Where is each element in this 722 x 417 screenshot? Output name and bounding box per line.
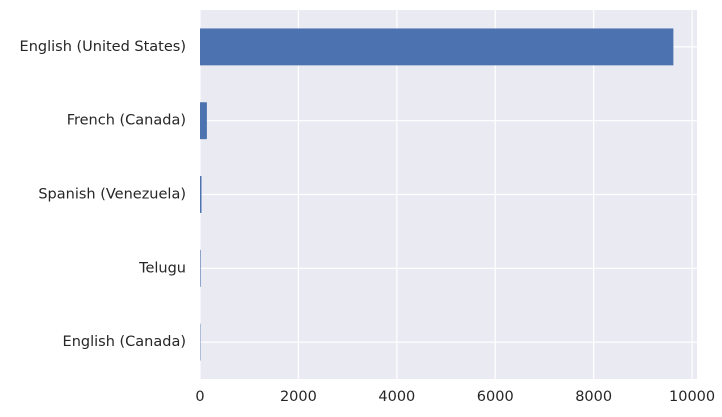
bar [200,249,201,287]
x-tick-label: 10000 [669,389,715,405]
y-tick-label: Telugu [138,260,186,276]
gridlines [199,10,697,379]
y-tick-label: French (Canada) [67,113,186,129]
bars [200,28,674,361]
bar [200,102,207,140]
x-tick-label: 4000 [378,389,415,405]
bar [200,176,202,213]
x-tick-label: 2000 [280,389,317,405]
bar [200,28,674,66]
y-tick-label: English (Canada) [63,334,186,350]
x-tick-label: 6000 [477,389,514,405]
y-tick-label: English (United States) [20,39,186,55]
x-axis-tick-labels: 0 2000 4000 6000 8000 10000 [195,389,715,405]
y-tick-label: Spanish (Venezuela) [38,187,186,203]
x-tick-label: 0 [195,389,204,405]
y-axis-tick-labels: English (United States) French (Canada) Sp… [20,39,186,350]
x-tick-label: 8000 [575,389,612,405]
